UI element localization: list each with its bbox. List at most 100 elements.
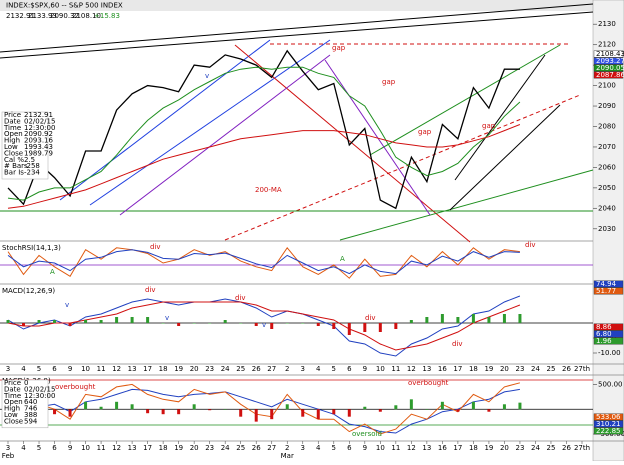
histogram-bar: [208, 323, 212, 324]
readout-label: 8.86: [596, 323, 612, 331]
readout-label: 6.80: [596, 330, 612, 338]
histogram-bar: [115, 401, 119, 410]
annotation: gap: [332, 44, 346, 52]
histogram-bar: [223, 409, 227, 410]
histogram-bar: [518, 314, 522, 323]
annotation: v: [65, 301, 69, 309]
readout-label: 51.77: [596, 287, 616, 295]
x-tick-label-mid: 2: [285, 365, 289, 373]
x-tick-label-mid: 26: [252, 365, 261, 373]
info-label: Time: [3, 392, 21, 400]
y-tick-label: 2030: [598, 225, 616, 233]
x-tick-label: 17: [143, 444, 152, 452]
annotation: div: [145, 286, 156, 294]
histogram-bar: [332, 409, 336, 415]
histogram-bar: [177, 323, 181, 326]
histogram-bar: [208, 409, 212, 411]
y-tick-label: 2050: [598, 184, 616, 192]
x-tick-label: 24: [221, 444, 230, 452]
y-tick-label: 2090: [598, 102, 616, 110]
x-tick-label-mid: 6: [347, 365, 352, 373]
trend-line: [454, 54, 546, 181]
readout-label: 310.21: [596, 420, 621, 428]
x-tick-label-mid: 16: [438, 365, 447, 373]
histogram-bar: [161, 323, 165, 324]
x-tick-label-mid: 24: [221, 365, 230, 373]
histogram-bar: [378, 409, 382, 412]
x-tick-label-mid: 24: [531, 365, 540, 373]
info-label: Date: [4, 385, 21, 393]
histogram-bar: [53, 409, 57, 415]
trend-line: [119, 54, 331, 216]
x-tick-label-mid: 12: [112, 365, 121, 373]
histogram-bar: [254, 409, 258, 422]
info-value: 640: [24, 398, 37, 406]
annotation: overbought: [55, 383, 96, 391]
y-tick-label: 2120: [598, 41, 616, 49]
histogram-bar: [285, 404, 289, 410]
series-line: [7, 66, 521, 201]
histogram-bar: [471, 314, 475, 323]
histogram-bar: [285, 323, 289, 324]
x-tick-label: 19: [174, 444, 183, 452]
readout-label: 1.96: [596, 337, 612, 345]
histogram-bar: [456, 317, 460, 323]
header-field: 2132.91: [6, 12, 35, 20]
x-tick-label-mid: 19: [484, 365, 493, 373]
y-tick-label: 2080: [598, 123, 616, 131]
x-tick-label-mid: 5: [37, 365, 41, 373]
info-label: Low: [4, 411, 18, 419]
x-tick-label: 13: [422, 444, 431, 452]
histogram-bar: [425, 317, 429, 323]
x-tick-label-mid: 18: [159, 365, 168, 373]
x-tick-label: 18: [469, 444, 478, 452]
info-label: Price: [4, 111, 21, 119]
x-tick-label: 10: [81, 444, 90, 452]
x-tick-label: 23: [205, 444, 214, 452]
annotation: v: [262, 321, 266, 329]
info-value: 1989.79: [24, 149, 53, 157]
x-tick-label-mid: 27: [267, 365, 276, 373]
x-tick-label-mid: 17: [453, 365, 462, 373]
readout-badge: [593, 330, 624, 338]
histogram-bar: [84, 320, 88, 323]
x-tick-label: 20: [500, 444, 509, 452]
x-tick-label: 9: [363, 444, 367, 452]
histogram-bar: [130, 317, 134, 323]
trend-line: [324, 59, 431, 216]
annotation: gap: [418, 128, 432, 136]
trend-line: [0, 11, 594, 59]
x-tick-label: 26: [252, 444, 261, 452]
histogram-bar: [471, 401, 475, 410]
series-line: [7, 249, 520, 275]
x-tick-label: 23: [515, 444, 524, 452]
x-tick-label: 18: [159, 444, 168, 452]
x-tick-label: 6: [52, 444, 57, 452]
x-tick-label-mid: 3: [301, 365, 305, 373]
info-label: High: [4, 137, 20, 145]
annotation: 200-MA: [255, 186, 282, 194]
x-tick-label: 19: [484, 444, 493, 452]
x-tick-label: 25: [547, 444, 556, 452]
y-tick-label: 2100: [598, 82, 616, 90]
x-tick-label-mid: 4: [21, 365, 26, 373]
histogram-bar: [487, 317, 491, 323]
x-tick-label: 5: [332, 444, 336, 452]
readout-badge: [593, 57, 624, 65]
histogram-bar: [177, 409, 181, 415]
x-month-label: Feb: [2, 452, 15, 460]
x-tick-label-mid: 27th: [574, 365, 590, 373]
histogram-bar: [99, 406, 103, 410]
x-tick-label: 4: [21, 444, 26, 452]
readout-badge: [593, 71, 624, 79]
histogram-bar: [332, 323, 336, 329]
x-tick-label-mid: 17: [143, 365, 152, 373]
histogram-bar: [22, 323, 26, 326]
histogram-bar: [316, 323, 320, 326]
x-tick-label: 24: [531, 444, 540, 452]
annotation: div: [150, 243, 161, 251]
histogram-bar: [270, 323, 274, 329]
annotation: div: [452, 340, 463, 348]
